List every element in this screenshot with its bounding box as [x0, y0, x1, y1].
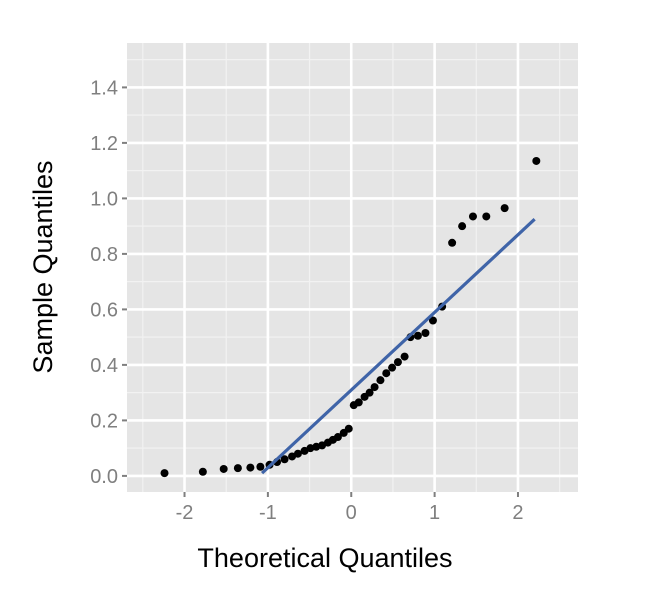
grid-lines	[127, 43, 578, 492]
data-point	[532, 156, 541, 165]
y-tick-label: 0.0	[90, 466, 118, 488]
data-point	[388, 363, 397, 372]
x-tick-label: -2	[176, 502, 194, 524]
data-point	[280, 455, 289, 464]
data-point	[333, 433, 342, 442]
y-tick-label: 0.4	[90, 355, 118, 377]
data-point	[219, 464, 228, 473]
data-point	[246, 463, 255, 472]
data-point	[256, 462, 265, 471]
data-point	[458, 222, 467, 231]
data-point	[500, 204, 509, 213]
axes: -2 -1 0 1 2 0.0 0.2 0.4 0.6 0.8 1.0 1.2 1.4	[90, 77, 523, 524]
data-point	[160, 469, 169, 478]
y-tick-label: 1.4	[90, 77, 118, 99]
data-point	[393, 358, 402, 367]
x-tick-label: 1	[429, 502, 440, 524]
y-tick-label: 1.2	[90, 133, 118, 155]
data-points	[160, 156, 541, 478]
x-tick-label: -1	[259, 502, 277, 524]
data-point	[354, 398, 363, 407]
y-axis-title: Sample Quantiles	[28, 160, 58, 373]
data-point	[198, 467, 207, 476]
y-tick-label: 1.0	[90, 188, 118, 210]
data-point	[293, 449, 302, 458]
data-point	[233, 464, 242, 473]
data-point	[413, 331, 422, 340]
y-tick-label: 0.8	[90, 244, 118, 266]
y-tick-label: 0.2	[90, 410, 118, 432]
x-tick-label: 0	[346, 502, 357, 524]
y-tick-label: 0.6	[90, 299, 118, 321]
data-point	[482, 212, 491, 221]
data-point	[400, 352, 409, 361]
reference-line	[260, 218, 536, 475]
x-axis-title: Theoretical Quantiles	[197, 543, 452, 573]
data-point	[365, 388, 374, 397]
data-point	[344, 424, 353, 433]
data-point	[428, 316, 437, 325]
data-point	[370, 383, 379, 392]
x-tick-label: 2	[512, 502, 523, 524]
data-point	[448, 238, 457, 247]
data-point	[468, 212, 477, 221]
data-point	[376, 376, 385, 385]
data-point	[421, 328, 430, 337]
data-point	[382, 369, 391, 378]
